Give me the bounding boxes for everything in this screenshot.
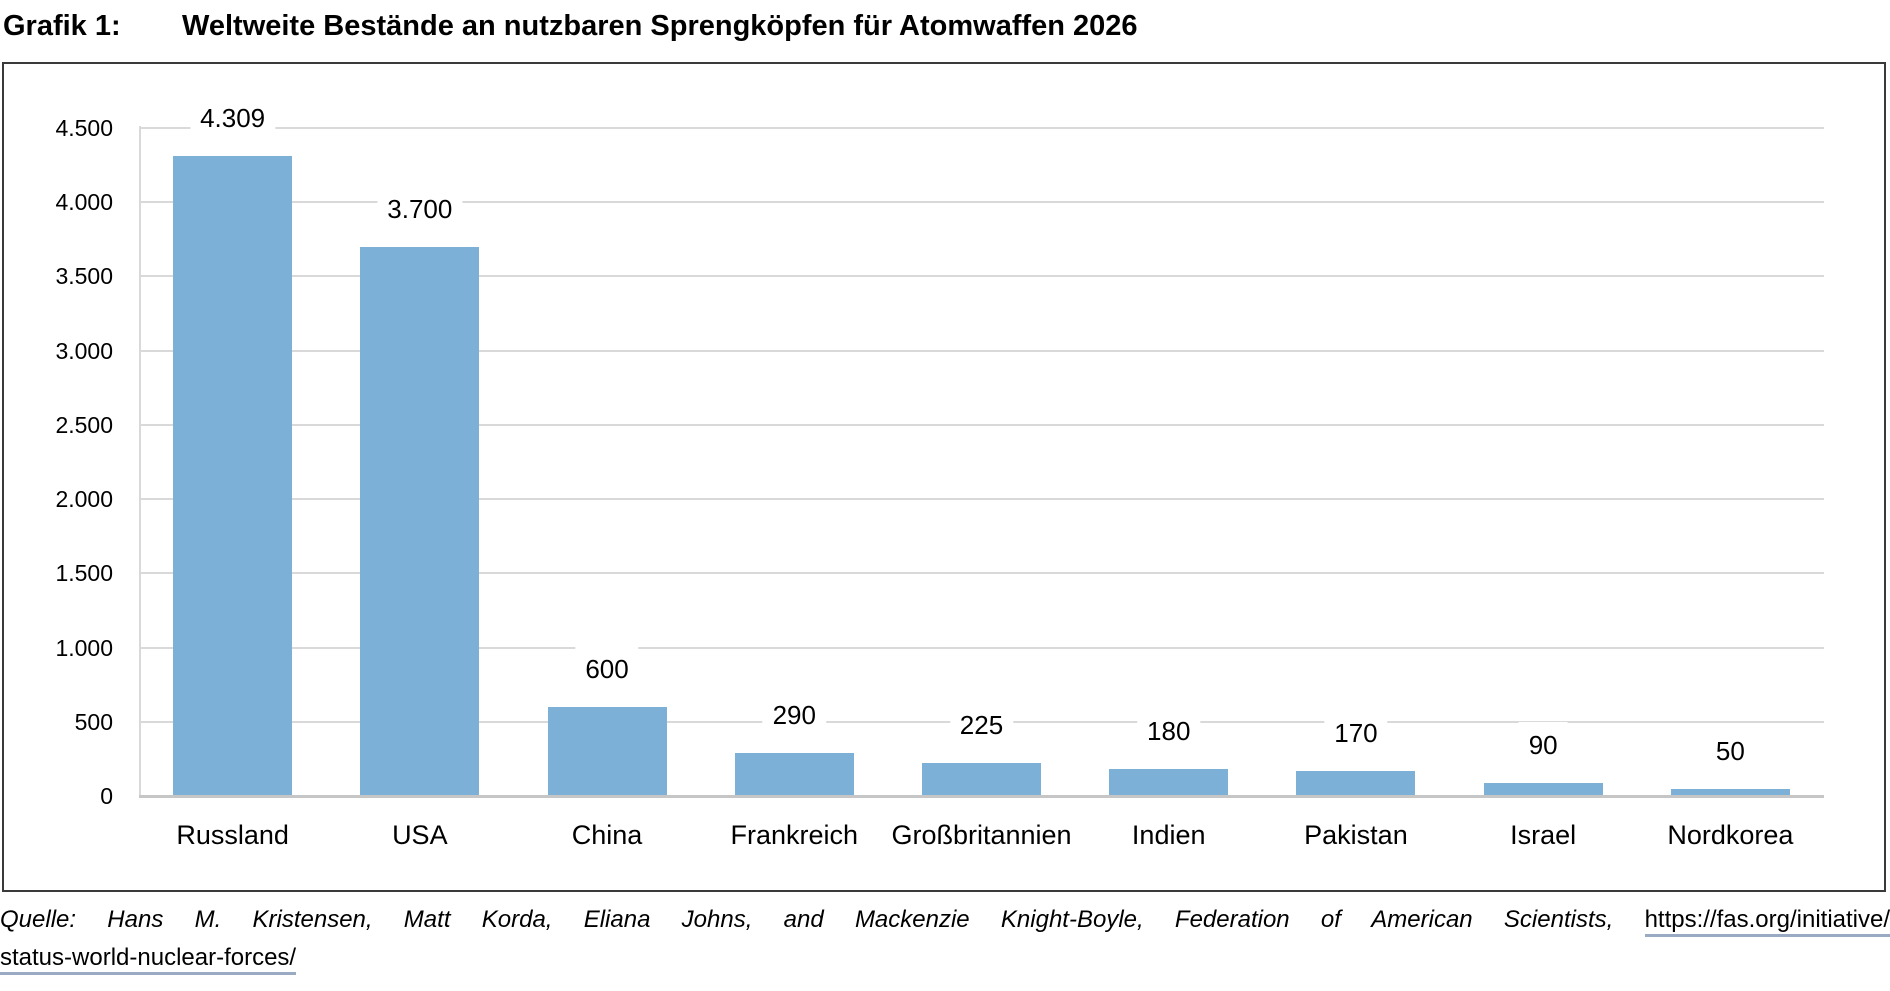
y-tick-label: 2.500 (55, 411, 113, 438)
bar-value-label: 50 (1705, 727, 1755, 774)
gridline (139, 349, 1824, 352)
x-tick-label: Nordkorea (1667, 820, 1794, 850)
bar-israel (1483, 782, 1603, 796)
y-tick-label: 1.000 (55, 634, 113, 661)
x-tick-label: Großbritannien (891, 820, 1072, 850)
source-link-url-part1[interactable]: https://fas.org/initiative/ (1644, 906, 1890, 937)
bar-pakistan (1296, 770, 1416, 796)
bar-nordkorea (1670, 788, 1790, 796)
y-axis-line (139, 126, 141, 796)
bar-usa (360, 246, 480, 796)
source-citation-text: Quelle: Hans M. Kristensen, Matt Korda, … (0, 906, 1614, 933)
y-tick-label: 3.500 (55, 263, 113, 290)
gridline (139, 127, 1824, 129)
x-axis-line (139, 794, 1824, 798)
gridline (139, 201, 1824, 204)
bar-value-label: 4.309 (190, 95, 276, 142)
source-link-url-part2[interactable]: status-world-nuclear-forces/ (0, 944, 297, 975)
gridline (139, 498, 1824, 501)
source-line-1: Quelle: Hans M. Kristensen, Matt Korda, … (0, 901, 1890, 939)
source-line-2: status-world-nuclear-forces/ (0, 939, 1890, 977)
bar-value-label: 225 (949, 701, 1014, 748)
chart-frame: 4.309 3.700 600 290 225 180 170 90 50 4.500 4.000… (2, 62, 1886, 892)
bar-russland (173, 156, 293, 796)
bar-china (547, 706, 667, 796)
gridline (139, 646, 1824, 649)
bar-value-label: 170 (1324, 709, 1388, 756)
x-tick-label: Russland (176, 820, 289, 850)
x-tick-label: Indien (1131, 820, 1206, 850)
x-tick-label: Israel (1510, 820, 1577, 850)
figure-number-label: Grafik 1: (3, 10, 121, 42)
x-tick-label: Frankreich (730, 820, 859, 850)
bar-frankreich (734, 752, 854, 796)
bar-indien (1109, 769, 1229, 796)
y-tick-label: 2.000 (55, 486, 113, 513)
y-tick-label: 500 (74, 708, 113, 735)
bar-value-label: 600 (575, 645, 639, 692)
y-tick-label: 1.500 (55, 560, 113, 587)
figure-title: Grafik 1: Weltweite Bestände an nutzbare… (3, 6, 1138, 46)
bar-großbritannien (922, 762, 1041, 796)
y-tick-label: 3.000 (55, 337, 113, 364)
gridline (139, 275, 1824, 278)
y-tick-label: 4.000 (55, 189, 113, 216)
bar-value-label: 90 (1518, 721, 1568, 768)
x-tick-label: USA (392, 820, 448, 850)
plot-area: 4.309 3.700 600 290 225 180 170 90 50 (139, 95, 1824, 798)
y-tick-label: 4.500 (55, 115, 113, 141)
bar-value-label: 290 (762, 691, 826, 738)
x-tick-label: China (571, 820, 643, 850)
figure-title-text: Weltweite Bestände an nutzbaren Sprengkö… (182, 10, 1138, 42)
x-tick-label: Pakistan (1304, 820, 1408, 850)
bar-value-label: 3.700 (377, 185, 463, 232)
gridline (139, 423, 1824, 426)
gridline (139, 572, 1824, 575)
bar-value-label: 180 (1137, 708, 1201, 755)
source-note: Quelle: Hans M. Kristensen, Matt Korda, … (0, 901, 1890, 977)
y-tick-label: 0 (100, 783, 113, 809)
